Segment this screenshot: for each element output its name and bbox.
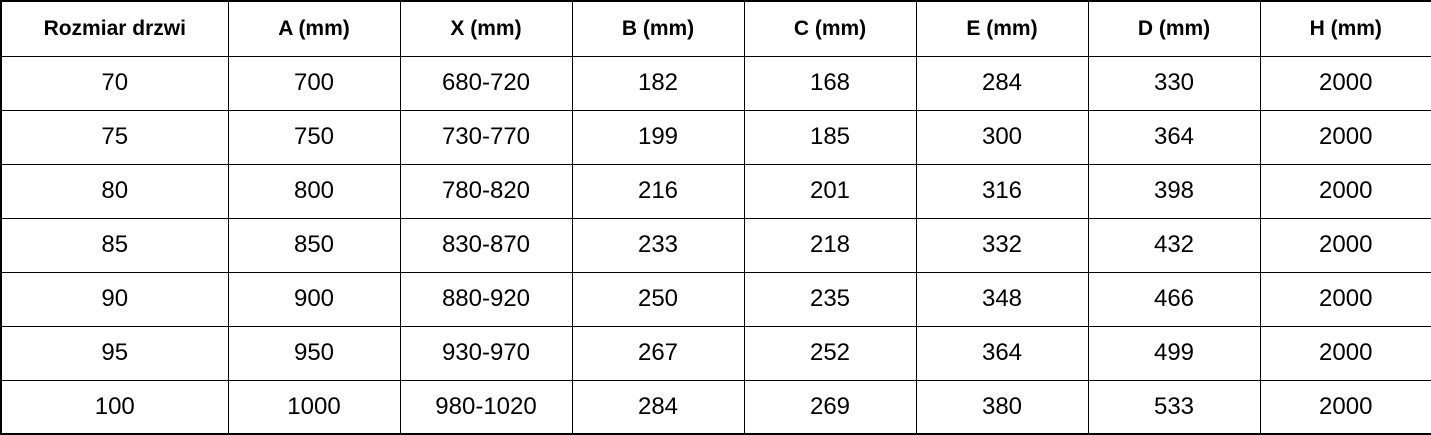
table-cell: 2000 <box>1259 271 1431 327</box>
table-cell: 182 <box>571 55 745 111</box>
table-cell: 185 <box>743 109 917 165</box>
table-cell: 680-720 <box>399 55 573 111</box>
table-cell: 2000 <box>1259 163 1431 219</box>
column-header-b-mm: B (mm) <box>571 0 745 57</box>
table-cell: 85 <box>0 217 229 273</box>
column-header-h-mm: H (mm) <box>1259 0 1431 57</box>
table-cell: 233 <box>571 217 745 273</box>
table-cell: 1000 <box>227 379 401 435</box>
table-cell: 900 <box>227 271 401 327</box>
table-cell: 252 <box>743 325 917 381</box>
table-cell: 95 <box>0 325 229 381</box>
table-cell: 2000 <box>1259 55 1431 111</box>
table-body: 70 700 680-720 182 168 284 330 2000 75 7… <box>0 55 1431 435</box>
table-cell: 216 <box>571 163 745 219</box>
table-cell: 930-970 <box>399 325 573 381</box>
table-cell: 284 <box>571 379 745 435</box>
table-cell: 348 <box>915 271 1089 327</box>
table-cell: 950 <box>227 325 401 381</box>
table-cell: 235 <box>743 271 917 327</box>
table-cell: 730-770 <box>399 109 573 165</box>
header-row: Rozmiar drzwi A (mm) X (mm) B (mm) C (mm… <box>0 0 1431 57</box>
table-row-100: 100 1000 980-1020 284 269 380 533 2000 <box>0 379 1431 435</box>
table-cell: 830-870 <box>399 217 573 273</box>
table-cell: 850 <box>227 217 401 273</box>
table-row-90: 90 900 880-920 250 235 348 466 2000 <box>0 271 1431 327</box>
table-cell: 466 <box>1087 271 1261 327</box>
table-row-70: 70 700 680-720 182 168 284 330 2000 <box>0 55 1431 111</box>
table-cell: 432 <box>1087 217 1261 273</box>
table-header: Rozmiar drzwi A (mm) X (mm) B (mm) C (mm… <box>0 0 1431 57</box>
table-cell: 199 <box>571 109 745 165</box>
table-cell: 300 <box>915 109 1089 165</box>
table-cell: 201 <box>743 163 917 219</box>
table-cell: 364 <box>1087 109 1261 165</box>
table-cell: 168 <box>743 55 917 111</box>
table-row-95: 95 950 930-970 267 252 364 499 2000 <box>0 325 1431 381</box>
column-header-d-mm: D (mm) <box>1087 0 1261 57</box>
table-cell: 80 <box>0 163 229 219</box>
table-cell: 364 <box>915 325 1089 381</box>
column-header-e-mm: E (mm) <box>915 0 1089 57</box>
table-cell: 70 <box>0 55 229 111</box>
table-row-75: 75 750 730-770 199 185 300 364 2000 <box>0 109 1431 165</box>
table-cell: 800 <box>227 163 401 219</box>
table-cell: 2000 <box>1259 379 1431 435</box>
table-cell: 398 <box>1087 163 1261 219</box>
table-cell: 780-820 <box>399 163 573 219</box>
table-cell: 2000 <box>1259 217 1431 273</box>
table-cell: 499 <box>1087 325 1261 381</box>
table-cell: 75 <box>0 109 229 165</box>
column-header-rozmiar-drzwi: Rozmiar drzwi <box>0 0 229 57</box>
table-cell: 880-920 <box>399 271 573 327</box>
table-cell: 330 <box>1087 55 1261 111</box>
table-cell: 284 <box>915 55 1089 111</box>
table-cell: 980-1020 <box>399 379 573 435</box>
table-cell: 269 <box>743 379 917 435</box>
table-cell: 218 <box>743 217 917 273</box>
table-cell: 90 <box>0 271 229 327</box>
table-row-80: 80 800 780-820 216 201 316 398 2000 <box>0 163 1431 219</box>
table-row-85: 85 850 830-870 233 218 332 432 2000 <box>0 217 1431 273</box>
table-cell: 2000 <box>1259 325 1431 381</box>
table-cell: 700 <box>227 55 401 111</box>
column-header-c-mm: C (mm) <box>743 0 917 57</box>
table-cell: 380 <box>915 379 1089 435</box>
table-cell: 2000 <box>1259 109 1431 165</box>
column-header-x-mm: X (mm) <box>399 0 573 57</box>
table-cell: 750 <box>227 109 401 165</box>
column-header-a-mm: A (mm) <box>227 0 401 57</box>
table-cell: 100 <box>0 379 229 435</box>
table-cell: 332 <box>915 217 1089 273</box>
table-cell: 267 <box>571 325 745 381</box>
table-cell: 316 <box>915 163 1089 219</box>
table-cell: 533 <box>1087 379 1261 435</box>
table-cell: 250 <box>571 271 745 327</box>
